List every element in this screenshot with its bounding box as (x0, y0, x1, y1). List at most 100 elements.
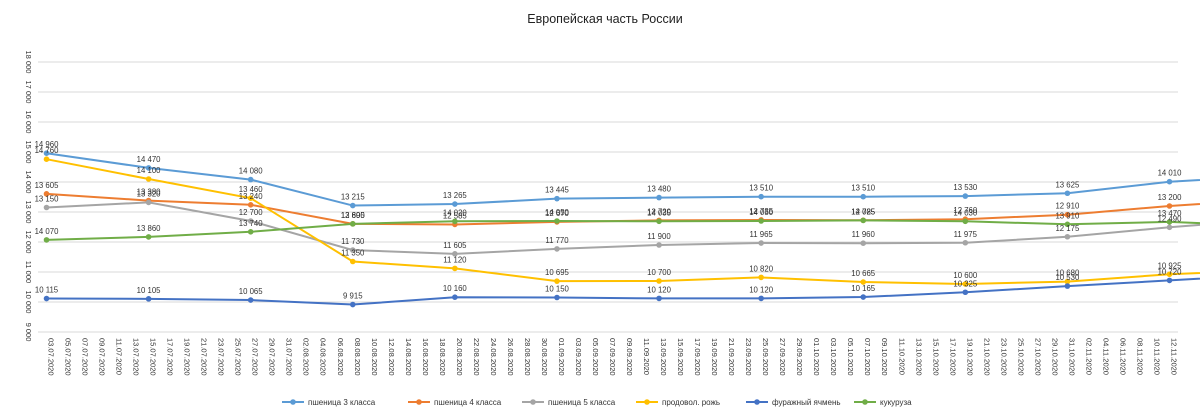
x-tick-label: 05.07.2020 (64, 338, 73, 376)
data-label: 10 150 (545, 285, 570, 294)
data-point (656, 194, 662, 201)
data-point (860, 217, 867, 224)
legend-marker (644, 399, 650, 405)
data-point (43, 191, 50, 197)
data-label: 13 530 (953, 183, 978, 192)
data-point (860, 193, 867, 200)
data-label: 14 760 (35, 146, 60, 155)
data-point (758, 218, 764, 224)
x-tick-label: 08.11.2020 (1135, 338, 1144, 375)
data-label: 14 960 (35, 140, 60, 149)
data-point (1064, 278, 1071, 285)
data-label: 10 115 (35, 286, 59, 295)
x-tick-label: 15.09.2020 (676, 338, 685, 376)
x-tick-label: 10.11.2020 (1152, 338, 1161, 375)
y-tick-label: 13 000 (24, 201, 33, 224)
x-tick-label: 01.10.2020 (812, 338, 821, 376)
x-tick-label: 05.10.2020 (846, 338, 855, 376)
data-label: 11 770 (545, 236, 569, 245)
data-point (554, 294, 560, 301)
data-point (452, 218, 458, 225)
data-point (860, 279, 867, 285)
x-tick-label: 06.11.2020 (1118, 338, 1127, 375)
data-point (1166, 224, 1173, 231)
y-tick-label: 12 000 (24, 231, 33, 254)
x-tick-label: 20.08.2020 (455, 338, 464, 376)
data-point (1064, 233, 1071, 240)
data-label: 13 460 (239, 185, 264, 194)
data-point (860, 240, 867, 246)
data-label: 14 020 (443, 208, 468, 217)
data-point (145, 199, 152, 206)
data-label: 13 240 (239, 192, 264, 201)
data-label: 13 380 (137, 188, 162, 197)
data-label: 12 175 (1055, 224, 1080, 233)
data-point (349, 202, 356, 209)
legend-entry: продовол. рожь (662, 398, 720, 407)
y-tick-label: 17 000 (24, 81, 33, 104)
data-label: 10 325 (953, 279, 978, 288)
y-tick-label: 10 000 (24, 291, 33, 314)
y-tick-label: 15 000 (24, 141, 33, 164)
data-point (452, 294, 458, 301)
data-label: 10 925 (1158, 261, 1183, 270)
data-label: 14 030 (953, 208, 978, 217)
data-label: 13 860 (137, 224, 162, 233)
data-label: 10 600 (953, 271, 978, 280)
data-label: 10 105 (137, 286, 162, 295)
data-label: 13 265 (443, 191, 468, 200)
data-point (247, 195, 254, 201)
data-label: 12 490 (1158, 214, 1183, 223)
data-point (656, 242, 662, 248)
x-tick-label: 27.09.2020 (778, 338, 787, 376)
data-label: 12 700 (239, 208, 264, 217)
data-label: 13 215 (341, 193, 366, 202)
x-tick-label: 11.09.2020 (642, 338, 651, 375)
data-label: 12 670 (545, 209, 570, 218)
x-tick-label: 15.07.2020 (149, 338, 158, 376)
data-label: 11 960 (852, 230, 876, 239)
data-label: 12 910 (1055, 202, 1080, 211)
data-point (962, 289, 969, 296)
x-tick-label: 21.07.2020 (200, 338, 209, 376)
data-point (554, 195, 560, 202)
x-tick-label: 27.10.2020 (1033, 338, 1042, 376)
y-tick-label: 18 000 (24, 51, 33, 74)
data-label: 11 965 (749, 230, 773, 239)
series-line (46, 277, 1200, 306)
x-tick-label: 03.10.2020 (829, 338, 838, 376)
data-point (962, 239, 969, 246)
data-point (1166, 178, 1173, 185)
data-point (452, 201, 458, 207)
x-tick-label: 02.08.2020 (302, 338, 311, 376)
x-tick-label: 07.09.2020 (608, 338, 617, 376)
data-label: 14 035 (647, 208, 672, 217)
data-point (43, 156, 50, 162)
data-label: 10 530 (1055, 273, 1080, 282)
x-tick-label: 01.09.2020 (557, 338, 566, 376)
data-point (1064, 190, 1071, 197)
y-tick-label: 9 000 (24, 323, 33, 342)
data-point (758, 274, 764, 281)
data-label: 13 510 (749, 184, 774, 193)
data-label: 13 625 (1055, 180, 1080, 189)
data-label: 10 120 (647, 285, 672, 294)
data-point (247, 229, 254, 235)
x-tick-label: 25.09.2020 (761, 338, 770, 376)
x-tick-label: 04.08.2020 (319, 338, 328, 376)
data-point (247, 297, 254, 303)
data-point (145, 165, 152, 171)
data-label: 9 915 (343, 292, 363, 301)
data-point (962, 193, 969, 199)
data-label: 11 605 (443, 241, 467, 250)
x-tick-label: 13.07.2020 (132, 338, 141, 376)
y-tick-label: 11 000 (24, 261, 33, 283)
data-point (1166, 203, 1173, 209)
x-tick-label: 19.09.2020 (710, 338, 719, 376)
x-tick-label: 29.07.2020 (268, 338, 277, 376)
x-tick-label: 23.09.2020 (744, 338, 753, 376)
x-tick-label: 19.10.2020 (965, 338, 974, 376)
x-tick-label: 06.08.2020 (336, 338, 345, 376)
x-tick-label: 12.08.2020 (387, 338, 396, 376)
